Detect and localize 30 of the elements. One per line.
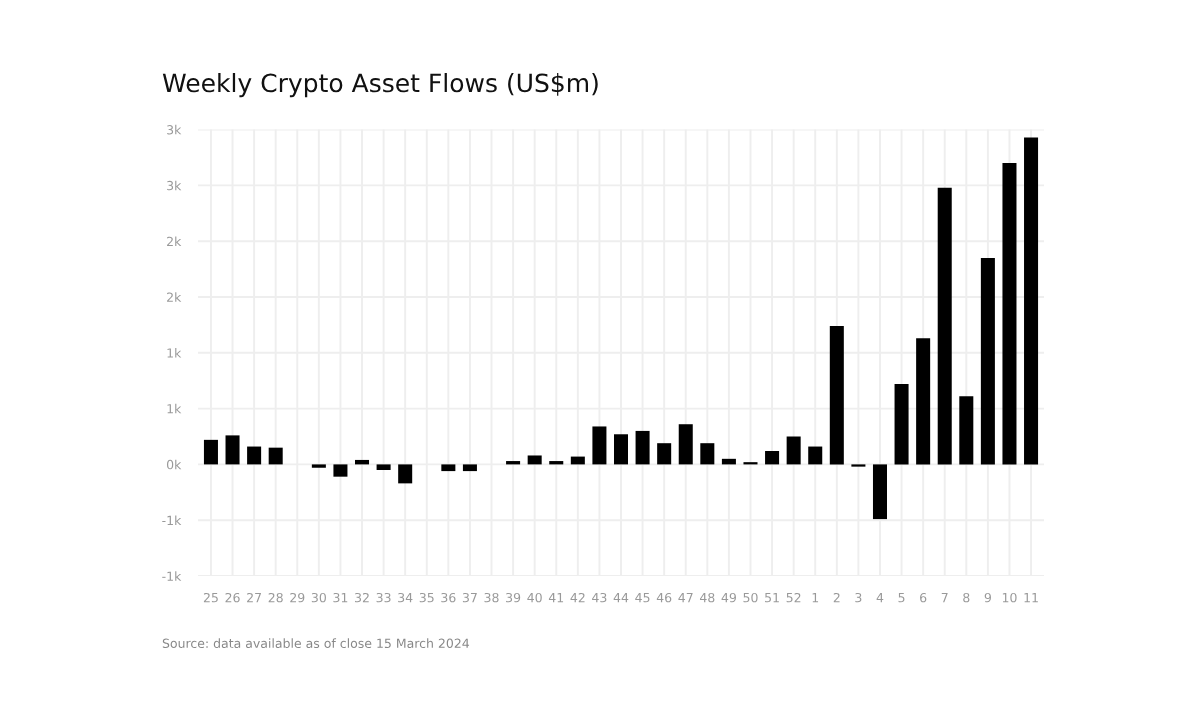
bar bbox=[268, 447, 283, 465]
bar bbox=[441, 464, 456, 472]
bar bbox=[959, 396, 974, 465]
bar bbox=[808, 446, 823, 465]
bar bbox=[613, 434, 629, 465]
bar bbox=[916, 338, 931, 465]
bar bbox=[872, 464, 887, 520]
bar bbox=[786, 436, 801, 465]
bar bbox=[247, 446, 262, 465]
bar bbox=[700, 443, 715, 465]
bar bbox=[203, 439, 218, 465]
bar bbox=[980, 257, 995, 465]
bar bbox=[592, 426, 607, 465]
bar bbox=[333, 464, 348, 477]
bar bbox=[657, 443, 672, 465]
bar bbox=[1002, 163, 1017, 465]
bar bbox=[1024, 137, 1039, 465]
bar bbox=[765, 451, 780, 465]
bar bbox=[721, 458, 736, 465]
bar bbox=[678, 424, 693, 465]
bar bbox=[376, 464, 391, 470]
bar bbox=[829, 326, 844, 465]
bar bbox=[937, 187, 952, 465]
bar bbox=[462, 464, 477, 472]
bar bbox=[225, 435, 240, 465]
bar bbox=[894, 384, 909, 465]
bar bbox=[398, 464, 413, 484]
bar bbox=[635, 430, 650, 465]
chart-title: Weekly Crypto Asset Flows (US$m) bbox=[162, 73, 598, 98]
bar bbox=[527, 455, 542, 465]
